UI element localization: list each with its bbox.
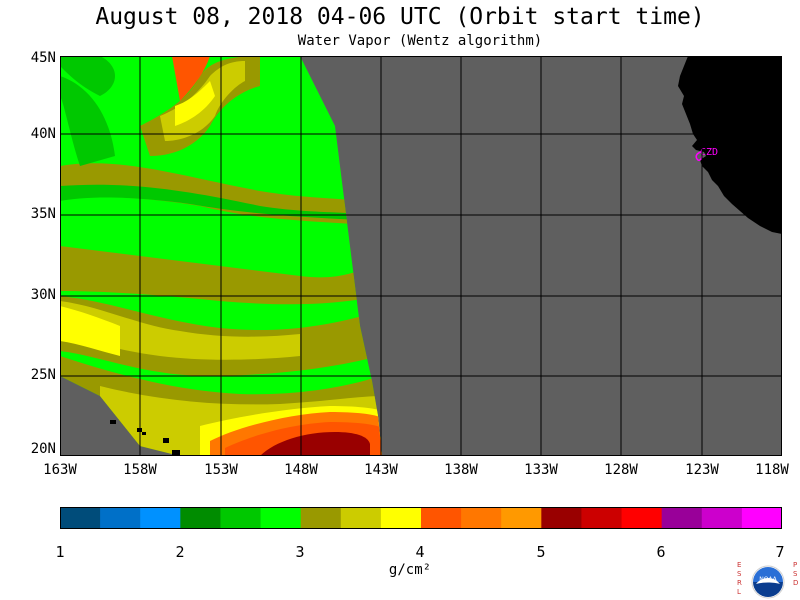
lon-label-148w: 148W xyxy=(284,462,318,478)
lat-label-45n: 45N xyxy=(30,50,56,66)
lon-label-138w: 138W xyxy=(444,462,478,478)
colorbar-swatch xyxy=(260,507,302,529)
colorbar-swatch xyxy=(581,507,623,529)
lat-label-35n: 35N xyxy=(30,206,56,222)
colorbar-swatch xyxy=(180,507,221,529)
lon-label-163w: 163W xyxy=(43,462,77,478)
colorbar-tick-7: 7 xyxy=(775,543,785,561)
colorbar-swatch xyxy=(501,507,542,529)
colorbar-swatch xyxy=(741,507,782,529)
colorbar-swatch xyxy=(380,507,422,529)
colorbar-tick-5: 5 xyxy=(536,543,546,561)
lat-label-30n: 30N xyxy=(30,287,56,303)
colorbar-tick-1: 1 xyxy=(55,543,65,561)
colorbar-swatch xyxy=(621,507,663,529)
colorbar-swatch xyxy=(421,507,462,529)
water-vapor-map: CZD xyxy=(60,56,782,456)
colorbar-swatch xyxy=(340,507,382,529)
colorbar-tick-3: 3 xyxy=(295,543,305,561)
colorbar-tick-4: 4 xyxy=(415,543,425,561)
logo-emblem-text: NOAA xyxy=(759,576,777,583)
colorbar-swatch xyxy=(701,507,743,529)
lon-label-123w: 123W xyxy=(685,462,719,478)
colorbar-tick-6: 6 xyxy=(656,543,666,561)
california-landmass xyxy=(678,56,782,234)
colorbar-swatch xyxy=(140,507,181,529)
lon-label-143w: 143W xyxy=(364,462,398,478)
lat-label-25n: 25N xyxy=(30,367,56,383)
colorbar-swatch xyxy=(220,507,262,529)
colorbar-swatch xyxy=(541,507,582,529)
colorbar-units: g/cm² xyxy=(388,562,432,578)
grid-lines xyxy=(60,56,782,456)
colorbar-swatch xyxy=(60,507,101,529)
colorbar-swatch xyxy=(100,507,141,529)
colorbar-swatch xyxy=(300,507,342,529)
colorbar-tick-2: 2 xyxy=(175,543,185,561)
colorbar xyxy=(60,507,782,529)
lat-label-20n: 20N xyxy=(30,441,56,457)
map-border xyxy=(60,56,782,456)
lon-label-118w: 118W xyxy=(755,462,789,478)
lon-label-133w: 133W xyxy=(524,462,558,478)
map-subtitle: Water Vapor (Wentz algorithm) xyxy=(297,33,543,49)
station-marker-czd: CZD xyxy=(695,147,718,161)
colorbar-swatch xyxy=(461,507,502,529)
lon-label-153w: 153W xyxy=(204,462,238,478)
lat-label-40n: 40N xyxy=(30,126,56,142)
lon-label-128w: 128W xyxy=(604,462,638,478)
map-title: August 08, 2018 04-06 UTC (Orbit start t… xyxy=(95,4,705,30)
colorbar-swatch xyxy=(661,507,703,529)
svg-text:CZD: CZD xyxy=(700,147,718,158)
lon-label-158w: 158W xyxy=(123,462,157,478)
